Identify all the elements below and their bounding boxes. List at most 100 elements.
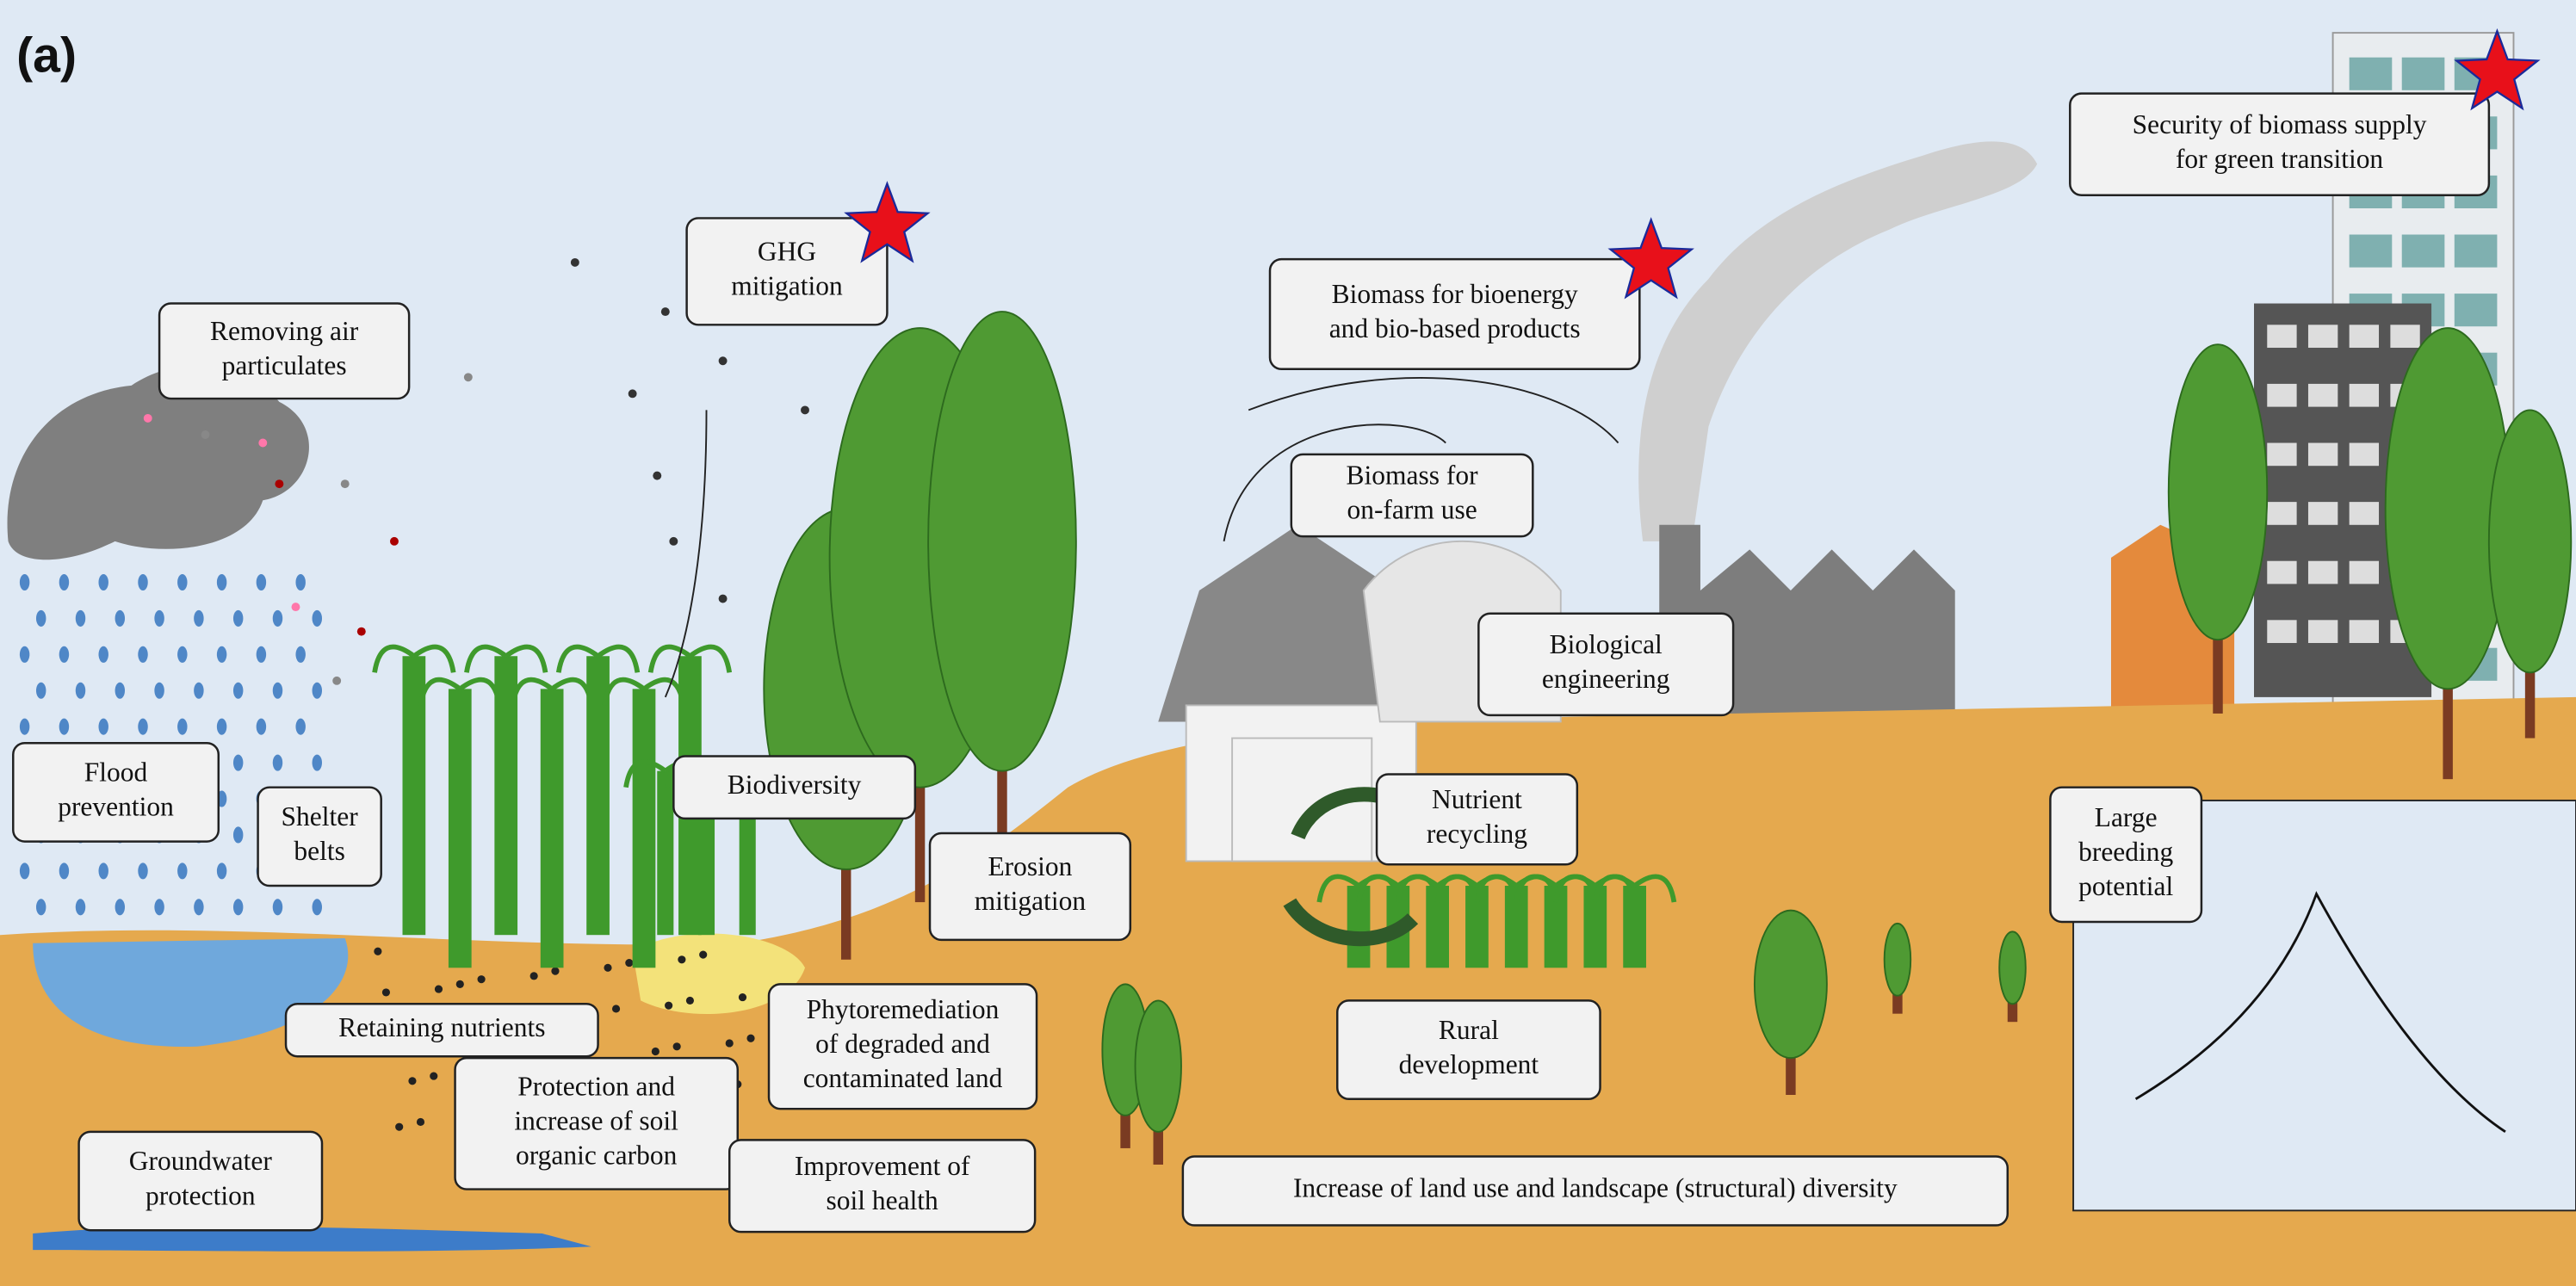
particle [719, 595, 728, 603]
label-text: breeding [2078, 837, 2173, 867]
label-text: Protection and [517, 1072, 675, 1102]
soil-particle [435, 986, 443, 993]
tree-crown [1136, 1000, 1181, 1131]
soil-particle [530, 972, 538, 980]
label-text: contaminated land [803, 1063, 1003, 1093]
soil-particle [652, 1048, 659, 1055]
label-text: organic carbon [516, 1141, 678, 1171]
window [2308, 561, 2338, 584]
raindrop [313, 899, 322, 915]
label-text: for green transition [2176, 144, 2383, 174]
window [2308, 502, 2338, 525]
label-text: recycling [1427, 819, 1527, 849]
window [2455, 294, 2498, 326]
raindrop [217, 862, 226, 879]
raindrop [76, 610, 85, 627]
soil-particle [625, 959, 633, 967]
label-text: mitigation [975, 886, 1087, 916]
soil-particle [665, 1002, 672, 1010]
label-text: Security of biomass supply [2133, 109, 2427, 139]
label-text: potential [2078, 871, 2173, 901]
label-text: Biomass for [1347, 461, 1479, 491]
raindrop [76, 899, 85, 915]
window [2350, 443, 2379, 467]
raindrop [194, 899, 203, 915]
soil-particle [478, 975, 486, 983]
raindrop [295, 646, 305, 663]
label-text: Improvement of [795, 1151, 970, 1181]
soil-particle [612, 1005, 620, 1012]
window [2350, 384, 2379, 407]
raindrop [295, 719, 305, 735]
raindrop [154, 610, 164, 627]
label-text: Increase of land use and landscape (stru… [1293, 1173, 1898, 1203]
raindrop [177, 646, 187, 663]
particle [669, 537, 678, 546]
raindrop [138, 646, 147, 663]
window [2308, 325, 2338, 348]
raindrop [217, 574, 226, 590]
raindrop [273, 683, 282, 699]
window [2267, 325, 2296, 348]
raindrop [138, 862, 147, 879]
window [2455, 235, 2498, 268]
raindrop [217, 646, 226, 663]
window [2267, 443, 2296, 467]
particle [357, 628, 366, 636]
window [2390, 325, 2419, 348]
label-text: increase of soil [514, 1106, 678, 1136]
window [2402, 235, 2445, 268]
soil-particle [678, 955, 685, 963]
particle [341, 479, 350, 488]
label-text: particulates [222, 350, 347, 380]
crop-stem [633, 689, 656, 968]
crop-stem [657, 771, 673, 936]
raindrop [98, 862, 108, 879]
label-text: Nutrient [1432, 784, 1522, 814]
tree-crown [2169, 344, 2267, 640]
raindrop [98, 646, 108, 663]
raindrop [76, 683, 85, 699]
raindrop [59, 574, 69, 590]
label-text: Removing air [210, 316, 359, 346]
raindrop [313, 610, 322, 627]
label-text: GHG [758, 237, 816, 267]
raindrop [138, 719, 147, 735]
particle [144, 414, 152, 423]
soil-particle [395, 1123, 403, 1131]
soil-particle [726, 1039, 734, 1047]
window [2350, 325, 2379, 348]
particle [275, 479, 283, 488]
window [2350, 502, 2379, 525]
particle [464, 373, 473, 381]
tree-crown [928, 312, 1076, 771]
soil-particle [551, 968, 559, 975]
raindrop [98, 719, 108, 735]
label-text: Biomass for bioenergy [1332, 279, 1578, 309]
soil-particle [456, 980, 464, 988]
raindrop [154, 899, 164, 915]
window [2267, 561, 2296, 584]
raindrop [115, 610, 125, 627]
raindrop [36, 610, 46, 627]
label-text: Erosion [988, 851, 1072, 881]
soil-particle [430, 1073, 437, 1080]
soil-particle [686, 997, 694, 1005]
window [2402, 58, 2445, 90]
raindrop [177, 862, 187, 879]
particle [629, 389, 637, 398]
label-text: Biodiversity [728, 770, 862, 800]
label-text: and bio-based products [1329, 313, 1581, 343]
raindrop [36, 899, 46, 915]
label-text: Rural [1439, 1015, 1499, 1045]
raindrop [177, 719, 187, 735]
window [2267, 384, 2296, 407]
raindrop [313, 755, 322, 771]
raindrop [177, 574, 187, 590]
raindrop [20, 862, 29, 879]
raindrop [217, 719, 226, 735]
label-text: development [1399, 1049, 1539, 1079]
raindrop [194, 610, 203, 627]
raindrop [257, 719, 266, 735]
window [2350, 561, 2379, 584]
